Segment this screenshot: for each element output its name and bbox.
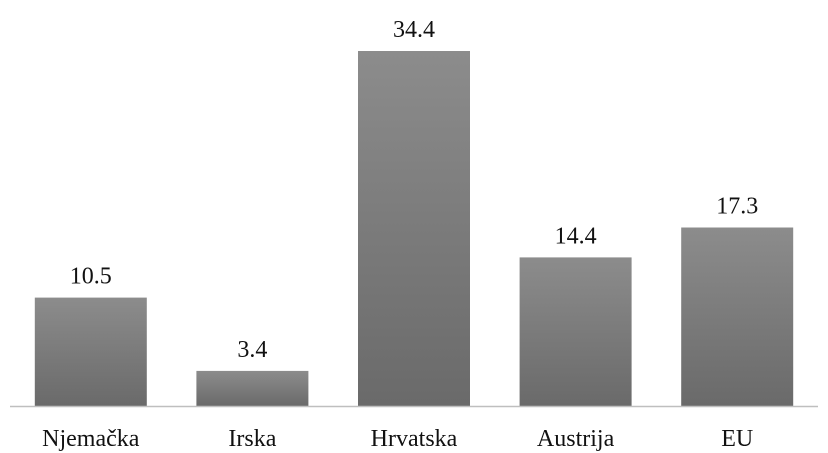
category-label-hrvatska: Hrvatska	[371, 426, 458, 452]
bar-hrvatska	[358, 51, 470, 406]
bar-austrija	[519, 257, 632, 406]
value-label-eu: 17.3	[716, 194, 758, 220]
category-label-irska: Irska	[228, 426, 276, 452]
bar-eu	[681, 227, 794, 406]
bar-irska	[196, 370, 309, 406]
value-label-njemacka: 10.5	[70, 264, 112, 290]
bar-njemacka	[34, 297, 147, 406]
category-labels-group: Njemačka Irska Hrvatska Austrija EU	[42, 426, 753, 452]
category-label-austrija: Austrija	[537, 426, 615, 452]
category-label-eu: EU	[721, 426, 753, 452]
category-label-njemacka: Njemačka	[42, 426, 140, 452]
value-labels-group: 10.5 3.4 34.4 14.4 17.3	[70, 17, 758, 363]
value-label-hrvatska: 34.4	[393, 17, 435, 43]
value-label-austrija: 14.4	[555, 223, 597, 249]
value-label-irska: 3.4	[237, 337, 267, 363]
bars-group	[34, 51, 794, 406]
